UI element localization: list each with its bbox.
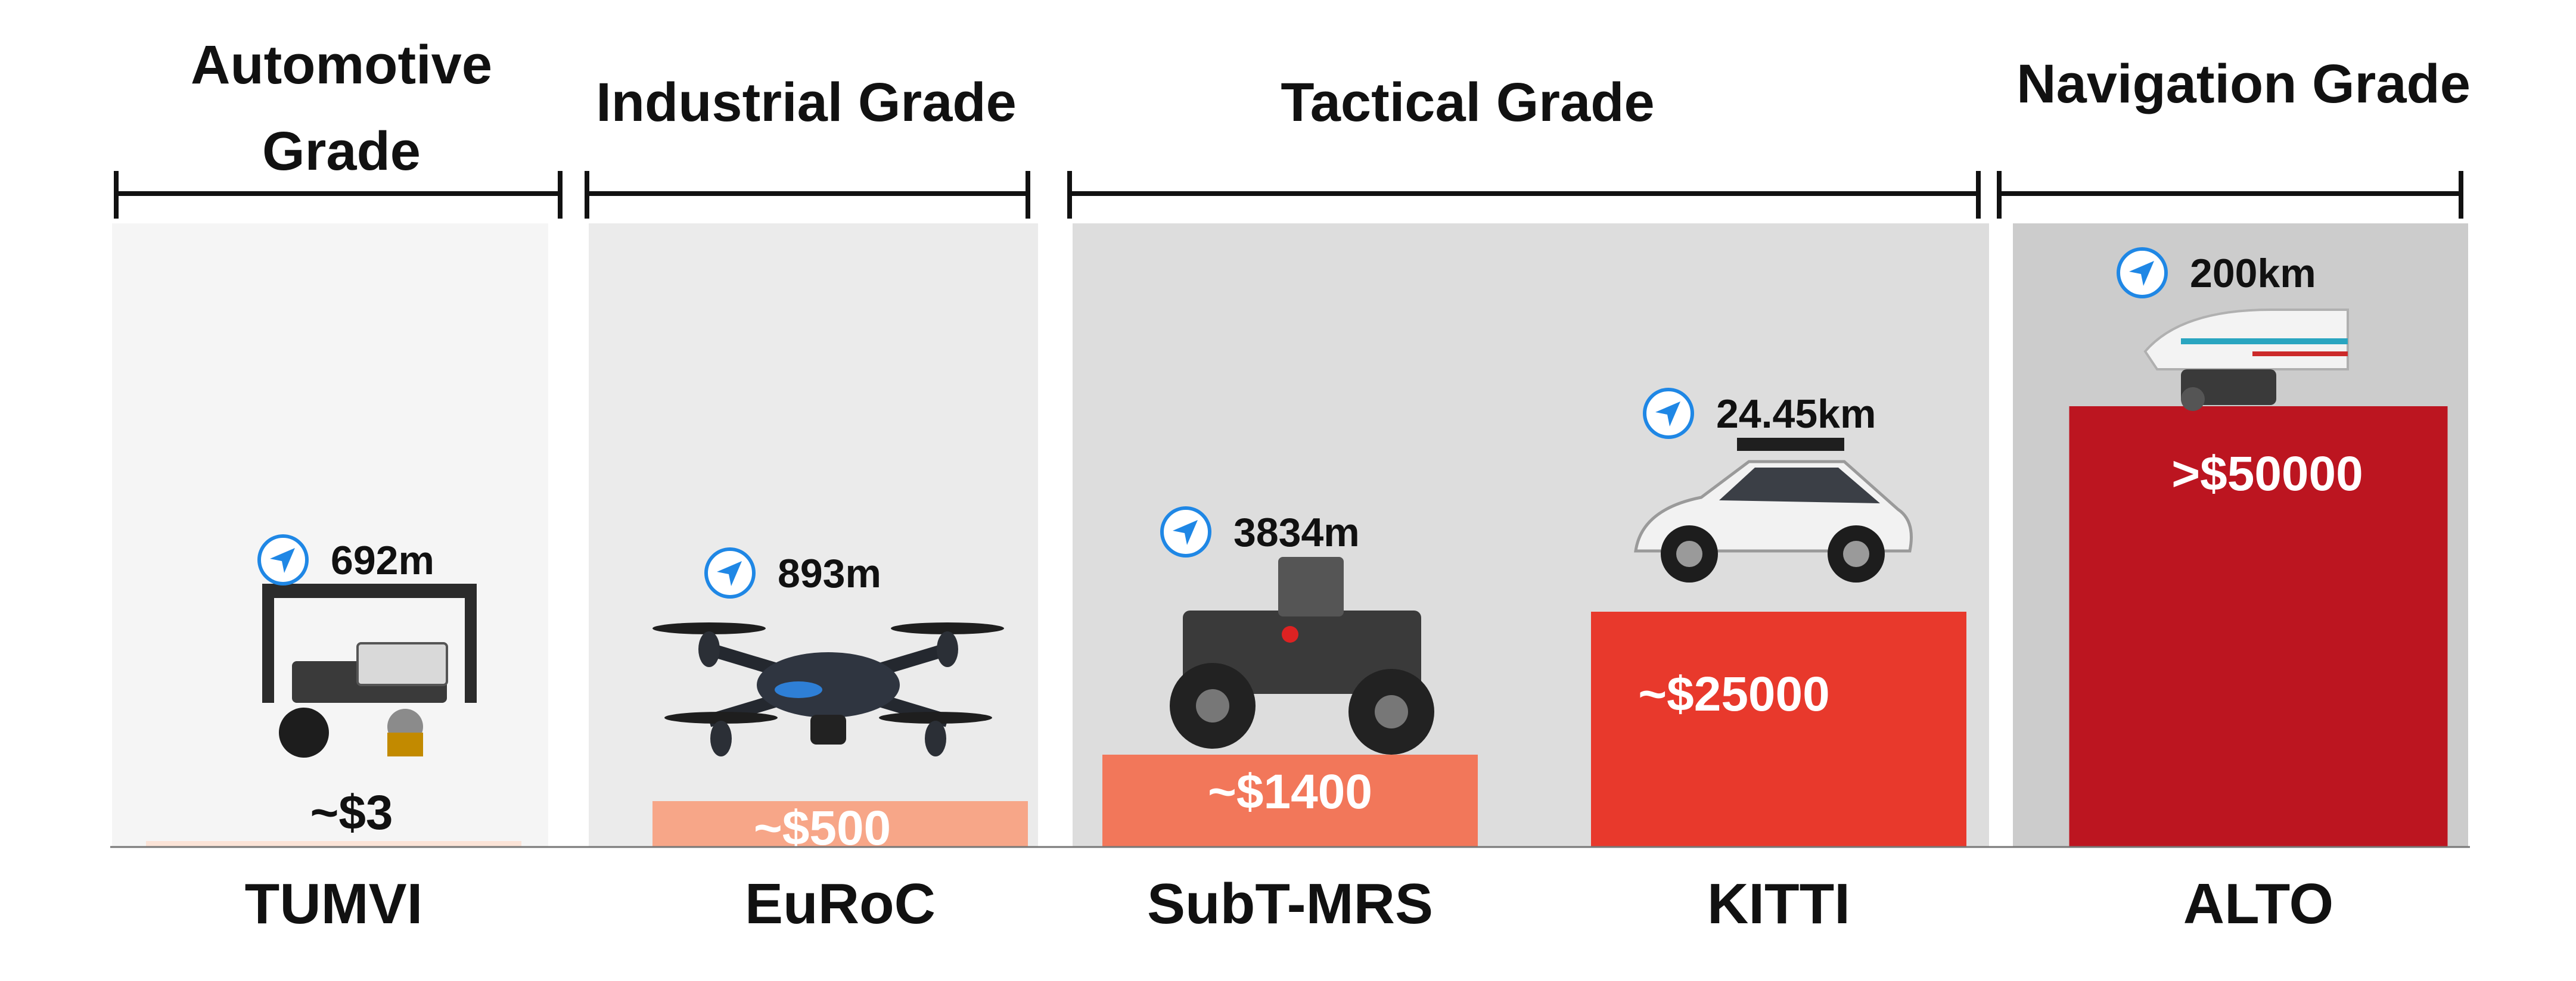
drone-motor — [937, 631, 958, 667]
distance-label: 3834m — [1233, 510, 1360, 555]
grade-bracket-0 — [114, 171, 563, 219]
rig-box — [356, 642, 448, 686]
aircraft-lens — [2181, 387, 2205, 411]
car-roof-rack — [1737, 438, 1844, 451]
drone-motor — [710, 721, 732, 756]
price-label: ~$1400 — [1208, 765, 1372, 819]
drone-motor — [925, 721, 946, 756]
platform-images — [262, 309, 2349, 758]
drone-propeller — [652, 622, 766, 634]
rig-bar-left — [262, 590, 274, 703]
rig-wheel-left — [279, 708, 329, 758]
car-hub — [1843, 541, 1869, 567]
bar-subt-mrs — [1102, 755, 1478, 847]
distance-item: 3834m — [1160, 506, 1360, 558]
bar-alto — [2069, 406, 2448, 847]
grade-labels: Automotive Grade Industrial Grade Tactical … — [191, 35, 2471, 182]
sensor-rig-image — [262, 584, 477, 758]
bar-euroc — [652, 801, 1028, 847]
aircraft-stripe — [2181, 338, 2348, 344]
rig-sensor — [387, 733, 423, 756]
car-image — [1634, 438, 1913, 583]
grade-label: Industrial Grade — [596, 72, 1017, 133]
bar-kitti — [1591, 612, 1966, 847]
category-label: SubT-MRS — [1147, 872, 1433, 936]
drone-propeller — [664, 712, 778, 724]
category-label: KITTI — [1707, 872, 1850, 936]
rig-bar-right — [465, 590, 477, 703]
distance-label: 893m — [778, 551, 881, 596]
grade-brackets — [114, 171, 2463, 219]
robot-button — [1282, 626, 1298, 643]
bar-tumvi — [146, 841, 521, 847]
aircraft-stripe-red — [2252, 351, 2348, 356]
drone-light — [775, 681, 822, 698]
navigation-arrow-icon — [2129, 261, 2154, 286]
drone-body — [757, 652, 900, 718]
car-windows — [1719, 468, 1880, 503]
robot-sensor-head — [1278, 557, 1344, 616]
price-labels: ~$3 ~$500~$1400~$25000>$50000 — [310, 447, 2363, 855]
grade-bracket-2 — [1067, 171, 1981, 219]
grade-label: Navigation Grade — [2016, 54, 2471, 114]
car-hub — [1676, 541, 1702, 567]
grade-bracket-3 — [1997, 171, 2463, 219]
grade-label: Automotive — [191, 35, 492, 95]
bars — [146, 406, 2448, 847]
aircraft-sensor-pod — [2181, 369, 2276, 405]
distance-item: 200km — [2117, 247, 2316, 298]
price-label: >$50000 — [2171, 447, 2363, 501]
robot-chassis — [1183, 611, 1421, 694]
navigation-arrow-icon — [1173, 520, 1198, 545]
quadcopter-drone-image — [652, 622, 1004, 756]
drone-camera — [810, 715, 846, 745]
drone-propeller — [879, 712, 992, 724]
distance-item: 692m — [257, 534, 434, 586]
price-label: ~$3 — [310, 786, 393, 840]
grade-bracket-1 — [585, 171, 1030, 219]
distance-label: 24.45km — [1716, 391, 1876, 437]
category-label: TUMVI — [245, 872, 423, 936]
drone-motor — [698, 631, 720, 667]
drone-propeller — [891, 622, 1004, 634]
category-label: ALTO — [2183, 872, 2333, 936]
aircraft-image — [2143, 309, 2349, 411]
grade-panel-automotive-grade — [112, 223, 548, 847]
navigation-arrow-icon — [270, 548, 295, 573]
robot-hub — [1196, 689, 1229, 722]
grade-label: Tactical Grade — [1281, 72, 1654, 133]
robot-hub — [1375, 695, 1408, 728]
grade-label: Grade — [262, 121, 421, 182]
grade-panel-industrial-grade — [589, 223, 1038, 847]
rig-bar-top — [262, 584, 477, 598]
category-labels: TUMVI EuRoC SubT-MRS KITTI ALTO — [245, 872, 2334, 936]
distance-item: 893m — [704, 547, 881, 599]
price-label: ~$25000 — [1638, 667, 1830, 721]
distance-label: 200km — [2190, 251, 2316, 296]
navigation-arrow-icon — [1655, 401, 1680, 426]
distance-label: 692m — [331, 538, 434, 583]
wheeled-robot-image — [1170, 557, 1434, 755]
distance-labels: 692m 893m 3834m 24.45km 200km — [257, 247, 2316, 599]
distance-item: 24.45km — [1643, 388, 1876, 439]
category-label: EuRoC — [745, 872, 936, 936]
navigation-arrow-icon — [717, 561, 742, 586]
